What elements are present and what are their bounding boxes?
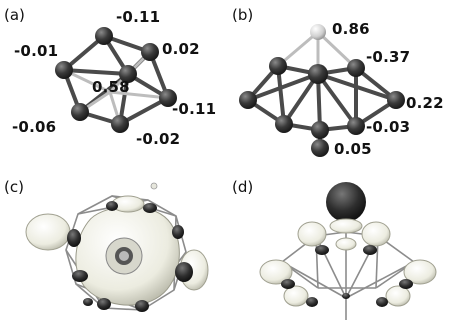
- charge-label: 0.22: [406, 94, 444, 112]
- charge-label: 0.05: [334, 140, 372, 158]
- panel-label-c: (c): [4, 178, 24, 196]
- charge-label: -0.02: [136, 130, 181, 148]
- charge-label: 0.86: [332, 20, 370, 38]
- charge-label: -0.37: [366, 48, 411, 66]
- panel-label-a: (a): [4, 6, 25, 24]
- cluster-a: [55, 27, 177, 133]
- panel-label-b: (b): [232, 6, 254, 24]
- charge-label: 0.58: [92, 78, 130, 96]
- charge-label: -0.06: [12, 118, 57, 136]
- charge-label: 0.02: [162, 40, 200, 58]
- panel-label-d: (d): [232, 178, 254, 196]
- isosurface-c: [25, 182, 209, 312]
- charge-label: -0.11: [172, 100, 217, 118]
- charge-label: -0.03: [366, 118, 411, 136]
- cluster-b: [239, 24, 405, 157]
- isosurface-d: [259, 182, 437, 320]
- charge-label: -0.01: [14, 42, 59, 60]
- charge-label: -0.11: [116, 8, 161, 26]
